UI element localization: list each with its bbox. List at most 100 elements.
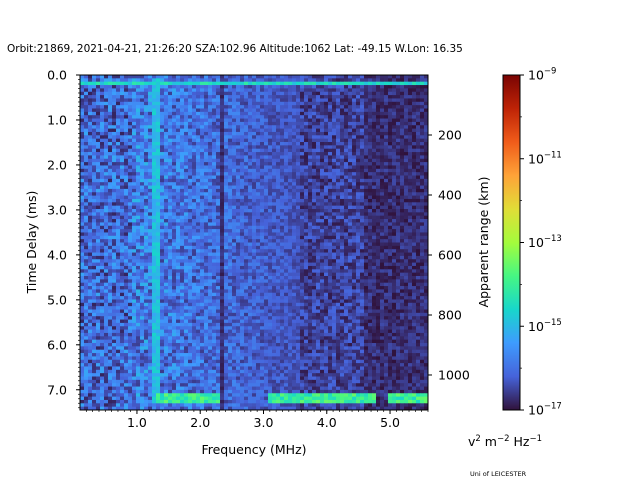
heatmap-cell bbox=[320, 165, 325, 170]
heatmap-cell bbox=[152, 95, 157, 99]
heatmap-cell bbox=[284, 108, 289, 113]
heatmap-cell bbox=[288, 142, 293, 146]
heatmap-cell bbox=[308, 78, 313, 83]
heatmap-cell bbox=[224, 198, 229, 203]
heatmap-cell bbox=[248, 255, 253, 260]
heatmap-cell bbox=[132, 75, 137, 79]
heatmap-cell bbox=[388, 108, 393, 113]
heatmap-cell bbox=[148, 165, 153, 170]
heatmap-cell bbox=[316, 175, 321, 180]
heatmap-cell bbox=[120, 259, 125, 263]
heatmap-cell bbox=[384, 85, 389, 89]
heatmap-cell bbox=[344, 182, 349, 186]
heatmap-cell bbox=[108, 81, 113, 86]
heatmap-cell bbox=[292, 188, 297, 193]
heatmap-cell bbox=[256, 125, 261, 129]
heatmap-cell bbox=[364, 188, 369, 193]
heatmap-cell bbox=[172, 192, 177, 196]
heatmap-cell bbox=[352, 158, 357, 163]
heatmap-cell bbox=[88, 148, 93, 153]
heatmap-cell bbox=[172, 265, 177, 270]
heatmap-cell bbox=[360, 209, 365, 213]
heatmap-cell bbox=[332, 198, 337, 203]
heatmap-cell bbox=[364, 118, 369, 123]
heatmap-cell bbox=[288, 205, 293, 210]
heatmap-cell bbox=[168, 188, 173, 193]
heatmap-cell bbox=[272, 198, 277, 203]
heatmap-cell bbox=[164, 135, 169, 140]
heatmap-cell bbox=[248, 259, 253, 263]
heatmap-cell bbox=[108, 131, 113, 136]
heatmap-cell bbox=[136, 259, 141, 263]
heatmap-cell bbox=[292, 152, 297, 156]
heatmap-cell bbox=[92, 162, 97, 166]
heatmap-cell bbox=[152, 165, 157, 170]
heatmap-cell bbox=[164, 108, 169, 113]
heatmap-cell bbox=[176, 121, 181, 126]
heatmap-cell bbox=[84, 222, 89, 227]
heatmap-cell bbox=[128, 115, 133, 119]
heatmap-cell bbox=[304, 142, 309, 146]
heatmap-cell bbox=[192, 219, 197, 223]
heatmap-cell bbox=[248, 135, 253, 140]
heatmap-cell bbox=[344, 232, 349, 237]
heatmap-cell bbox=[424, 188, 429, 193]
heatmap-cell bbox=[216, 249, 221, 253]
heatmap-cell bbox=[392, 152, 397, 156]
heatmap-cell bbox=[148, 142, 153, 146]
heatmap-cell bbox=[380, 158, 385, 163]
heatmap-cell bbox=[220, 138, 225, 143]
heatmap-cell bbox=[264, 108, 269, 113]
heatmap-cell bbox=[160, 88, 165, 93]
heatmap-cell bbox=[224, 232, 229, 237]
heatmap-cell bbox=[356, 215, 361, 220]
heatmap-cell bbox=[216, 88, 221, 93]
heatmap-cell bbox=[216, 198, 221, 203]
heatmap-cell bbox=[196, 195, 201, 200]
heatmap-cell bbox=[132, 115, 137, 119]
heatmap-cell bbox=[108, 85, 113, 89]
heatmap-cell bbox=[416, 202, 421, 207]
heatmap-cell bbox=[176, 265, 181, 270]
heatmap-cell bbox=[344, 165, 349, 170]
heatmap-cell bbox=[88, 101, 93, 106]
heatmap-cell bbox=[340, 165, 345, 170]
heatmap-cell bbox=[128, 219, 133, 223]
heatmap-cell bbox=[164, 215, 169, 220]
heatmap-cell bbox=[308, 222, 313, 227]
heatmap-cell bbox=[80, 229, 85, 233]
heatmap-cell bbox=[184, 95, 189, 99]
heatmap-cell bbox=[120, 95, 125, 99]
heatmap-cell bbox=[152, 125, 157, 129]
heatmap-cell bbox=[164, 178, 169, 183]
heatmap-cell bbox=[288, 148, 293, 153]
heatmap-cell bbox=[372, 85, 377, 89]
heatmap-cell bbox=[404, 245, 409, 250]
heatmap-cell bbox=[356, 245, 361, 250]
heatmap-cell bbox=[420, 75, 425, 79]
heatmap-cell bbox=[176, 215, 181, 220]
heatmap-cell bbox=[236, 88, 241, 93]
heatmap-cell bbox=[124, 168, 129, 173]
heatmap-cell bbox=[140, 162, 145, 166]
heatmap-cell bbox=[224, 168, 229, 173]
heatmap-cell bbox=[192, 111, 197, 116]
heatmap-cell bbox=[152, 198, 157, 203]
heatmap-cell bbox=[80, 178, 85, 183]
heatmap-cell bbox=[140, 242, 145, 247]
heatmap-cell bbox=[304, 178, 309, 183]
heatmap-cell bbox=[160, 145, 165, 150]
heatmap-cell bbox=[152, 172, 157, 176]
heatmap-cell bbox=[240, 242, 245, 247]
heatmap-cell bbox=[96, 259, 101, 263]
heatmap-cell bbox=[312, 168, 317, 173]
heatmap-cell bbox=[316, 172, 321, 176]
heatmap-cell bbox=[296, 101, 301, 106]
heatmap-cell bbox=[348, 185, 353, 190]
heatmap-cell bbox=[176, 202, 181, 207]
heatmap-cell bbox=[200, 81, 205, 86]
heatmap-cell bbox=[384, 245, 389, 250]
heatmap-cell bbox=[188, 98, 193, 103]
heatmap-cell bbox=[260, 131, 265, 136]
heatmap-cell bbox=[196, 235, 201, 240]
